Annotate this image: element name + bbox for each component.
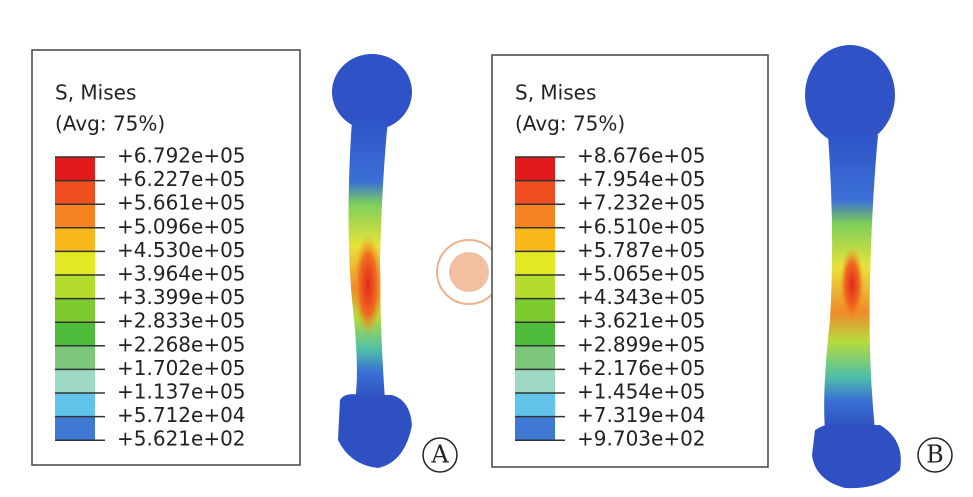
level-label: +5.621e+02 <box>117 427 246 451</box>
color-band <box>55 251 95 275</box>
color-band <box>515 322 555 346</box>
color-band <box>515 157 555 181</box>
level-label: +1.137e+05 <box>117 380 246 404</box>
legend-subtitle: (Avg: 75%) <box>55 112 165 136</box>
color-band <box>515 180 555 205</box>
color-band <box>55 204 95 228</box>
level-label: +1.454e+05 <box>577 380 706 404</box>
level-label: +4.343e+05 <box>577 285 706 309</box>
level-label: +5.661e+05 <box>117 191 246 215</box>
color-band <box>515 251 555 275</box>
bone-model <box>805 45 901 489</box>
level-label: +5.065e+05 <box>577 262 706 286</box>
level-label: +3.621e+05 <box>577 309 706 333</box>
legend: S, Mises(Avg: 75%)+8.676e+05+7.954e+05+7… <box>515 81 706 451</box>
color-band <box>55 227 95 252</box>
level-label: +3.964e+05 <box>117 262 246 286</box>
panel-label: B <box>926 441 944 469</box>
level-label: +9.703e+02 <box>577 427 706 451</box>
legend-title: S, Mises <box>55 81 136 105</box>
level-label: +2.833e+05 <box>117 309 246 333</box>
legend-subtitle: (Avg: 75%) <box>515 112 625 136</box>
color-band <box>55 322 95 346</box>
color-band <box>55 345 95 370</box>
level-label: +6.227e+05 <box>117 167 246 191</box>
level-label: +8.676e+05 <box>577 144 706 168</box>
level-label: +2.899e+05 <box>577 332 706 356</box>
color-band <box>55 157 95 181</box>
level-label: +4.530e+05 <box>117 238 246 262</box>
level-label: +2.268e+05 <box>117 332 246 356</box>
color-band <box>55 416 95 441</box>
color-band <box>55 298 95 323</box>
color-band <box>55 275 95 299</box>
color-band <box>515 416 555 441</box>
panel-badge <box>917 437 953 473</box>
color-band <box>515 345 555 370</box>
color-band <box>515 227 555 252</box>
level-label: +5.096e+05 <box>117 214 246 238</box>
level-label: +2.176e+05 <box>577 356 706 380</box>
level-label: +7.232e+05 <box>577 191 706 215</box>
color-band <box>515 369 555 393</box>
panel-label: A <box>430 441 449 469</box>
level-label: +7.954e+05 <box>577 167 706 191</box>
level-label: +5.712e+04 <box>117 403 246 427</box>
bone-model <box>332 54 412 468</box>
level-label: +1.702e+05 <box>117 356 246 380</box>
legend-title: S, Mises <box>515 81 596 105</box>
level-label: +6.510e+05 <box>577 214 706 238</box>
level-label: +3.399e+05 <box>117 285 246 309</box>
legend: S, Mises(Avg: 75%)+6.792e+05+6.227e+05+5… <box>55 81 246 451</box>
panel-badge <box>422 437 458 473</box>
color-band <box>55 180 95 205</box>
level-label: +6.792e+05 <box>117 144 246 168</box>
color-band <box>515 393 555 417</box>
color-band <box>515 204 555 228</box>
color-band <box>55 369 95 393</box>
color-band <box>515 298 555 323</box>
color-band <box>515 275 555 299</box>
color-band <box>55 393 95 417</box>
level-label: +7.319e+04 <box>577 403 706 427</box>
level-label: +5.787e+05 <box>577 238 706 262</box>
